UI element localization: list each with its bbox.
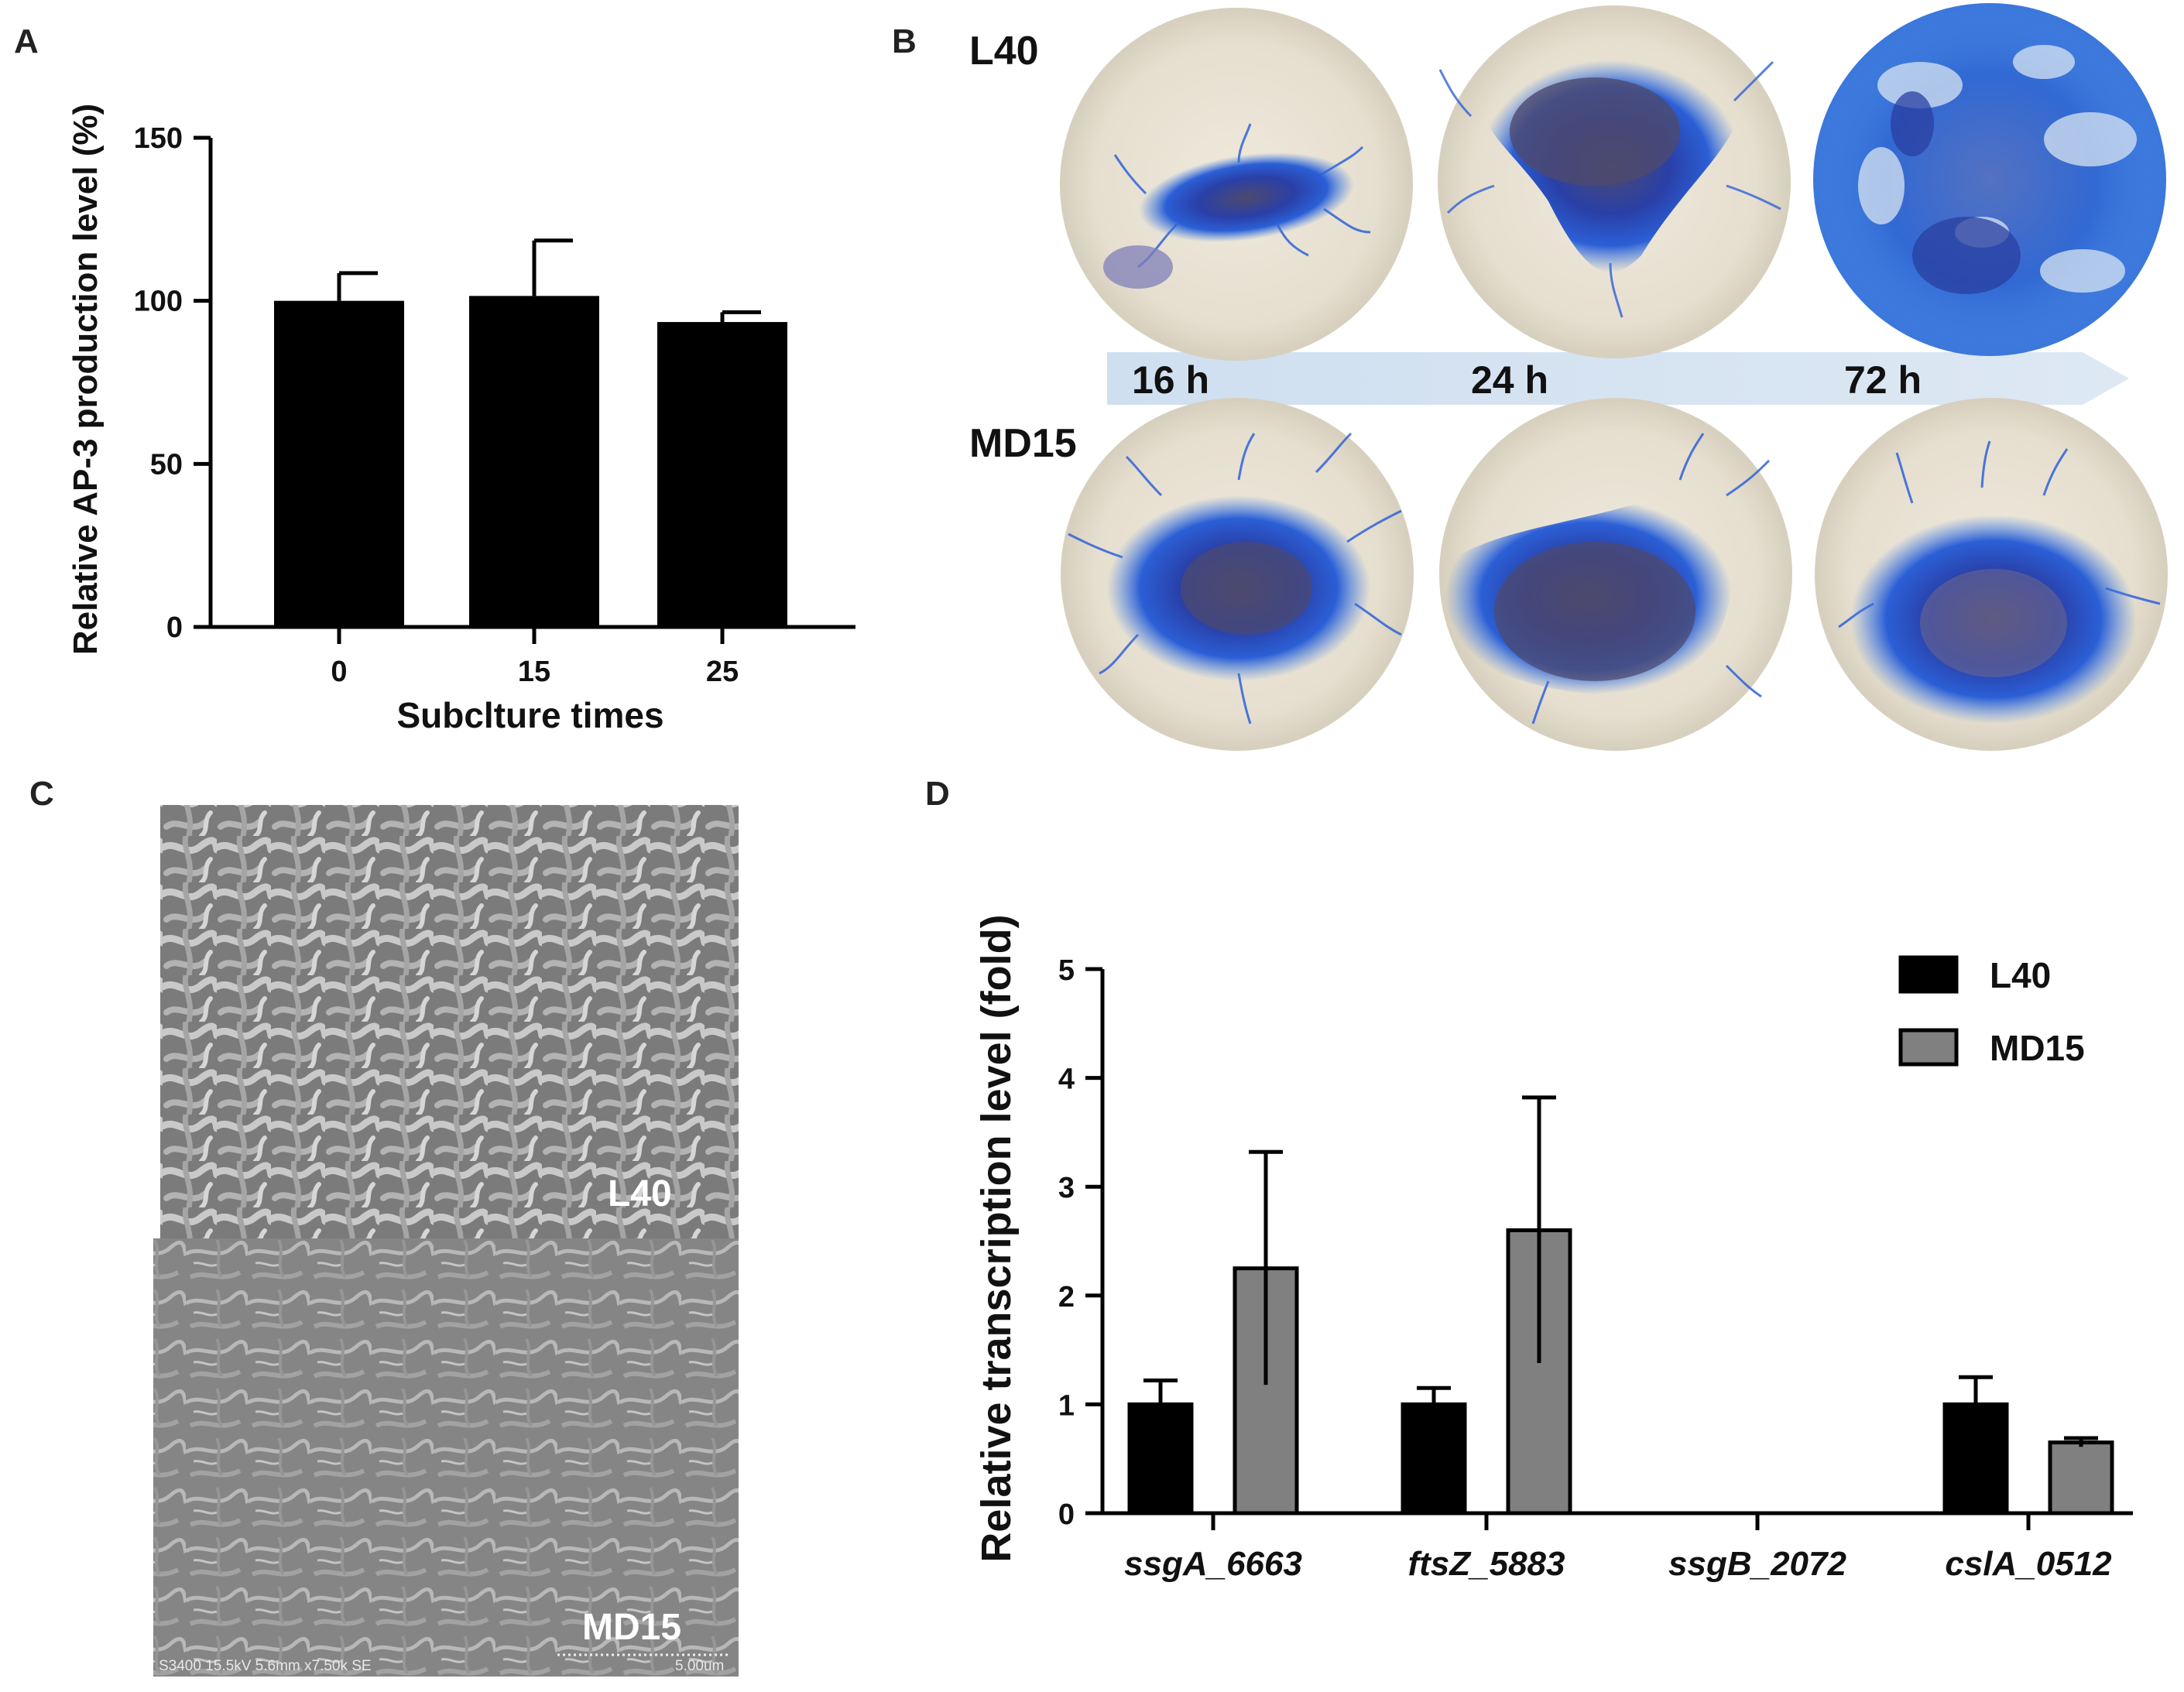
chart-d-x-tick-label: ftsZ_5883 (1407, 1545, 1565, 1583)
chart-a-y-tick-label: 100 (134, 286, 183, 318)
dish-md15-24h (1439, 398, 1792, 751)
panel-b-micrographs: L40 MD15 16 h 24 h 72 h (969, 3, 2168, 751)
legend-label-md15: MD15 (1990, 1028, 2085, 1068)
chart-d-error-bars (1143, 1095, 2098, 1447)
dish-l40-72h (1813, 3, 2166, 356)
chart-d-y-tick-label: 0 (1058, 1498, 1075, 1531)
strain-label-md15: MD15 (969, 421, 1077, 466)
chart-d-y-tick-label: 1 (1058, 1389, 1075, 1422)
chart-a-y-ticks: 0 50 100 150 (134, 122, 211, 644)
chart-d-x-ticks: ssgA_6663 ftsZ_5883 ssgB_2072 cslA_0512 (1124, 1513, 2112, 1583)
chart-a-y-axis-label: Relative AP-3 production level (%) (67, 104, 105, 655)
chart-a-bar (469, 296, 599, 627)
chart-d-y-tick-label: 3 (1058, 1172, 1075, 1204)
panel-letter-d: D (925, 775, 950, 813)
chart-a-y-tick-label: 0 (166, 611, 183, 644)
legend-swatch-l40 (1898, 955, 1959, 994)
chart-d-x-tick-label: ssgB_2072 (1668, 1545, 1846, 1583)
chart-d-y-tick-label: 4 (1058, 1063, 1075, 1096)
chart-d-bar (1401, 1402, 1467, 1516)
time-label-24h: 24 h (1471, 358, 1548, 402)
dish-l40-16h (1060, 8, 1413, 361)
chart-a-x-tick-label: 15 (518, 656, 550, 688)
chart-a-x-axis-label: Subclture times (396, 695, 663, 735)
dish-md15-72h (1815, 398, 2168, 751)
chart-d-y-ticks: 0 1 2 3 4 5 (1058, 954, 1102, 1531)
chart-a: 0 50 100 150 0 15 25 Subclture times Relative… (67, 104, 855, 735)
dish-md15-16h (1061, 398, 1414, 751)
chart-a-y-tick-label: 150 (134, 122, 183, 155)
chart-a-x-tick-label: 0 (331, 656, 347, 688)
strain-label-l40: L40 (969, 29, 1039, 74)
chart-a-bar (274, 300, 404, 627)
panel-letter-a: A (14, 22, 39, 60)
sem-image-l40 (160, 805, 739, 1238)
chart-d-bar (2048, 1440, 2114, 1516)
panel-letter-c: C (29, 775, 54, 813)
dish-l40-24h (1438, 5, 1791, 358)
chart-d-bars (1127, 1228, 2114, 1516)
sem-scale-text: 5.00um (675, 1658, 724, 1674)
chart-a-x-tick-label: 25 (706, 656, 739, 688)
chart-a-x-ticks: 0 15 25 (331, 627, 739, 688)
chart-d-y-tick-label: 2 (1058, 1281, 1075, 1314)
sem-image-md15 (153, 1238, 739, 1677)
time-arrow (1107, 352, 2129, 405)
chart-d-y-axis-label: Relative transcription level (fold) (973, 914, 1020, 1562)
sem-label-l40: L40 (608, 1173, 672, 1214)
chart-a-bars (274, 296, 787, 627)
chart-a-error-bars (337, 238, 761, 323)
chart-d-y-tick-label: 5 (1058, 954, 1075, 987)
panel-letter-b: B (892, 22, 917, 60)
legend-swatch-md15 (1898, 1028, 1959, 1067)
chart-d-legend: L40 MD15 (1898, 955, 2085, 1068)
time-label-16h: 16 h (1132, 358, 1209, 402)
sem-info-text: S3400 15.5kV 5.6mm x7.50k SE (159, 1658, 372, 1674)
chart-d: 0 1 2 3 4 5 ssgA_6663 ftsZ_5883 ssgB_2072 cslA_0… (973, 914, 2133, 1583)
sem-label-md15: MD15 (582, 1607, 681, 1648)
chart-d-x-tick-label: cslA_0512 (1945, 1545, 2112, 1583)
chart-a-bar (657, 322, 787, 627)
chart-a-y-tick-label: 50 (150, 448, 183, 481)
panel-c-sem-images: L40 MD15 S3400 15.5kV 5.6mm x7.50k SE 5.… (153, 805, 739, 1677)
chart-d-x-tick-label: ssgA_6663 (1124, 1545, 1302, 1583)
legend-label-l40: L40 (1990, 955, 2051, 995)
time-label-72h: 72 h (1844, 358, 1922, 402)
